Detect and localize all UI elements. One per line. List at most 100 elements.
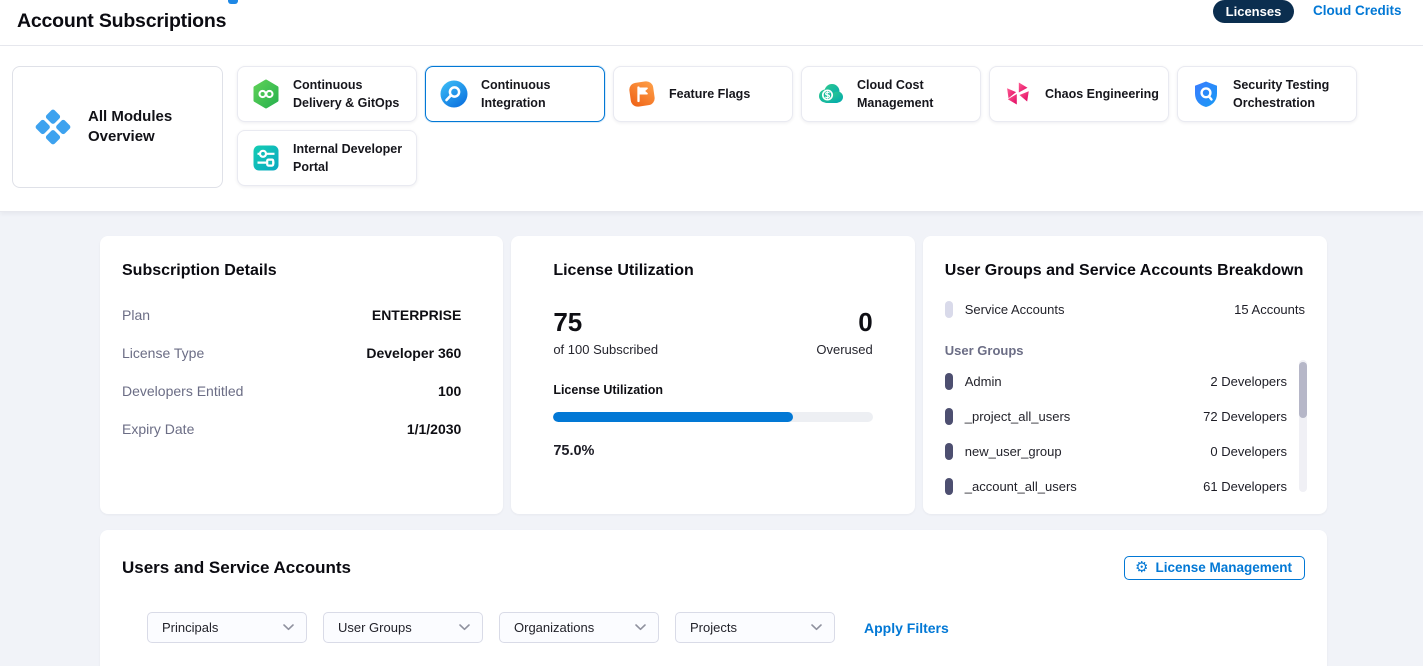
dropdown-label: Organizations xyxy=(514,620,594,635)
scrollbar-thumb[interactable] xyxy=(1299,362,1307,418)
module-cards: Continuous Delivery & GitOps Continuous … xyxy=(237,66,1372,186)
detail-value: ENTERPRISE xyxy=(372,307,461,323)
module-card-label: Continuous Delivery & GitOps xyxy=(293,76,411,112)
module-card-security-testing[interactable]: Security Testing Orchestration xyxy=(1177,66,1357,122)
security-testing-icon xyxy=(1191,79,1221,109)
dropdown-label: Projects xyxy=(690,620,737,635)
summary-cards-row: Subscription Details Plan ENTERPRISE Lic… xyxy=(100,236,1327,514)
chevron-down-icon xyxy=(459,624,470,631)
user-group-name: new_user_group xyxy=(965,444,1199,459)
user-group-row: _project_all_users 72 Developers xyxy=(945,399,1287,434)
dropdown-label: Principals xyxy=(162,620,218,635)
overused-count: 0 xyxy=(816,308,872,337)
feature-flags-icon xyxy=(627,79,657,109)
license-utilization-title: License Utilization xyxy=(553,262,872,280)
module-card-feature-flags[interactable]: Feature Flags xyxy=(613,66,793,122)
user-groups-scrollbar[interactable] xyxy=(1299,360,1307,492)
licenses-tab[interactable]: Licenses xyxy=(1213,0,1294,23)
user-group-bullet-icon xyxy=(945,373,953,390)
organizations-filter-dropdown[interactable]: Organizations xyxy=(499,612,659,643)
user-group-row: new_user_group 0 Developers xyxy=(945,434,1287,469)
module-card-continuous-integration[interactable]: Continuous Integration xyxy=(425,66,605,122)
users-section-title: Users and Service Accounts xyxy=(122,558,351,578)
detail-label: Expiry Date xyxy=(122,421,194,437)
module-selector-bar: All Modules Overview Continuous Delivery… xyxy=(0,46,1423,212)
chaos-engineering-icon xyxy=(1003,79,1033,109)
module-card-chaos-engineering[interactable]: Chaos Engineering xyxy=(989,66,1169,122)
user-group-name: Admin xyxy=(965,374,1199,389)
cd-gitops-icon xyxy=(251,79,281,109)
chevron-down-icon xyxy=(283,624,294,631)
detail-label: Plan xyxy=(122,307,150,323)
user-group-bullet-icon xyxy=(945,443,953,460)
detail-label: License Type xyxy=(122,345,204,361)
svg-text:$: $ xyxy=(824,91,830,101)
detail-label: Developers Entitled xyxy=(122,383,243,399)
user-group-name: _project_all_users xyxy=(965,409,1191,424)
user-group-row: Admin 2 Developers xyxy=(945,364,1287,399)
detail-value: 100 xyxy=(438,383,461,399)
projects-filter-dropdown[interactable]: Projects xyxy=(675,612,835,643)
service-accounts-value: 15 Accounts xyxy=(1234,302,1305,317)
detail-row-license-type: License Type Developer 360 xyxy=(122,334,461,372)
user-group-bullet-icon xyxy=(945,478,953,495)
main-content: Subscription Details Plan ENTERPRISE Lic… xyxy=(0,212,1423,666)
detail-row-expiry-date: Expiry Date 1/1/2030 xyxy=(122,410,461,448)
license-utilization-card: License Utilization 75 of 100 Subscribed… xyxy=(511,236,914,514)
detail-row-developers-entitled: Developers Entitled 100 xyxy=(122,372,461,410)
cloud-cost-icon: $ xyxy=(815,79,845,109)
user-group-row: _account_all_users 61 Developers xyxy=(945,469,1287,504)
users-service-accounts-card: Users and Service Accounts ⚙ License Man… xyxy=(100,530,1327,666)
service-accounts-bullet-icon xyxy=(945,301,953,318)
dropdown-label: User Groups xyxy=(338,620,412,635)
module-card-label: Chaos Engineering xyxy=(1045,85,1163,103)
cloud-credits-tab[interactable]: Cloud Credits xyxy=(1313,3,1402,18)
filters-row: Principals User Groups Organizations Pro… xyxy=(147,612,1305,643)
continuous-integration-icon xyxy=(439,79,469,109)
cropped-icon xyxy=(228,0,238,4)
license-utilization-stats: 75 of 100 Subscribed 0 Overused xyxy=(553,308,872,357)
detail-row-plan: Plan ENTERPRISE xyxy=(122,296,461,334)
subscription-details-title: Subscription Details xyxy=(122,262,461,280)
page-title: Account Subscriptions xyxy=(17,10,226,33)
module-card-cloud-cost[interactable]: $ Cloud Cost Management xyxy=(801,66,981,122)
subscription-details-card: Subscription Details Plan ENTERPRISE Lic… xyxy=(100,236,503,514)
module-card-label: Continuous Integration xyxy=(481,76,599,112)
users-section-header: Users and Service Accounts ⚙ License Man… xyxy=(122,556,1305,580)
all-modules-overview-card[interactable]: All Modules Overview xyxy=(12,66,223,188)
principals-filter-dropdown[interactable]: Principals xyxy=(147,612,307,643)
user-group-value: 61 Developers xyxy=(1203,479,1287,494)
progress-fill xyxy=(553,412,793,422)
apply-filters-button[interactable]: Apply Filters xyxy=(864,620,949,636)
license-management-label: License Management xyxy=(1155,560,1292,575)
used-caption: of 100 Subscribed xyxy=(553,342,658,357)
breakdown-title: User Groups and Service Accounts Breakdo… xyxy=(945,262,1305,280)
user-group-bullet-icon xyxy=(945,408,953,425)
all-modules-icon xyxy=(33,107,73,147)
license-utilization-progress-bar xyxy=(553,412,872,422)
module-card-cd-gitops[interactable]: Continuous Delivery & GitOps xyxy=(237,66,417,122)
module-card-internal-developer-portal[interactable]: Internal Developer Portal xyxy=(237,130,417,186)
user-groups-list: Admin 2 Developers _project_all_users 72… xyxy=(945,364,1305,504)
user-group-value: 0 Developers xyxy=(1210,444,1287,459)
service-accounts-row: Service Accounts 15 Accounts xyxy=(945,301,1305,318)
utilization-bar-label: License Utilization xyxy=(553,383,872,397)
module-card-label: Internal Developer Portal xyxy=(293,140,411,176)
detail-value: 1/1/2030 xyxy=(407,421,462,437)
detail-value: Developer 360 xyxy=(366,345,461,361)
overused-stat: 0 Overused xyxy=(816,308,872,357)
module-card-label: Feature Flags xyxy=(669,85,787,103)
module-card-label: Cloud Cost Management xyxy=(857,76,975,112)
user-group-name: _account_all_users xyxy=(965,479,1191,494)
page-header: Account Subscriptions Licenses Cloud Cre… xyxy=(0,0,1423,46)
module-card-label: Security Testing Orchestration xyxy=(1233,76,1351,112)
internal-developer-portal-icon xyxy=(251,143,281,173)
chevron-down-icon xyxy=(811,624,822,631)
user-group-value: 72 Developers xyxy=(1203,409,1287,424)
user-groups-filter-dropdown[interactable]: User Groups xyxy=(323,612,483,643)
license-management-button[interactable]: ⚙ License Management xyxy=(1124,556,1305,580)
utilization-percent: 75.0% xyxy=(553,443,872,459)
all-modules-overview-label: All Modules Overview xyxy=(88,107,180,148)
user-group-value: 2 Developers xyxy=(1210,374,1287,389)
service-accounts-label: Service Accounts xyxy=(965,302,1222,317)
